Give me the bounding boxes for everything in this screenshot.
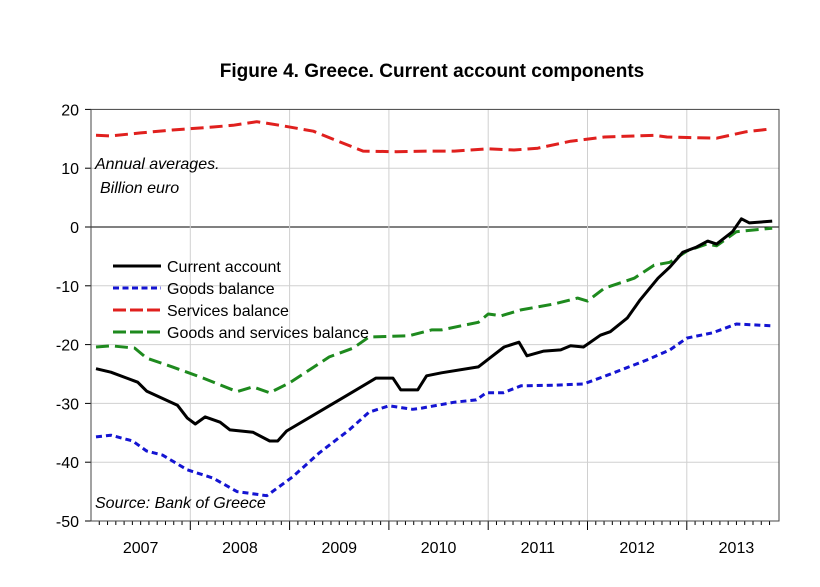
x-tick-label: 2010 [421, 540, 457, 557]
x-tick-label: 2011 [521, 540, 556, 557]
series-line-current-account [95, 217, 773, 443]
y-tick-label: -10 [56, 279, 79, 296]
y-tick-label: -30 [56, 396, 79, 413]
x-tick-label: 2007 [123, 540, 159, 557]
y-tick-label: -40 [56, 455, 79, 472]
series-line-goods-and-services-balance [95, 226, 773, 395]
y-tick-label: 10 [61, 161, 79, 178]
x-tick-label: 2012 [619, 540, 655, 557]
y-tick-label: 20 [61, 102, 79, 119]
y-tick-label: -50 [56, 514, 79, 531]
legend: Current account Goods balance Services bal… [113, 259, 369, 342]
x-tick-label: 2008 [222, 540, 258, 557]
legend-label: Services balance [167, 303, 289, 320]
annotation-units-2: Billion euro [100, 180, 179, 197]
legend-label: Goods balance [167, 281, 275, 298]
series-line-services-balance [95, 120, 773, 154]
plot-frame [90, 108, 780, 522]
y-tick-label: 0 [70, 220, 79, 237]
series-lines [95, 120, 773, 498]
chart-title: Figure 4. Greece. Current account compon… [220, 61, 644, 82]
y-tick-label: -20 [56, 338, 79, 355]
annotation-units-1: Annual averages. [94, 156, 220, 173]
series-line-goods-balance [95, 322, 773, 498]
x-tick-label: 2013 [719, 540, 755, 557]
annotation-source: Source: Bank of Greece [95, 495, 266, 512]
gridlines [91, 109, 779, 521]
legend-label: Goods and services balance [167, 325, 369, 342]
x-tick-label: 2009 [321, 540, 357, 557]
legend-label: Current account [167, 259, 281, 276]
